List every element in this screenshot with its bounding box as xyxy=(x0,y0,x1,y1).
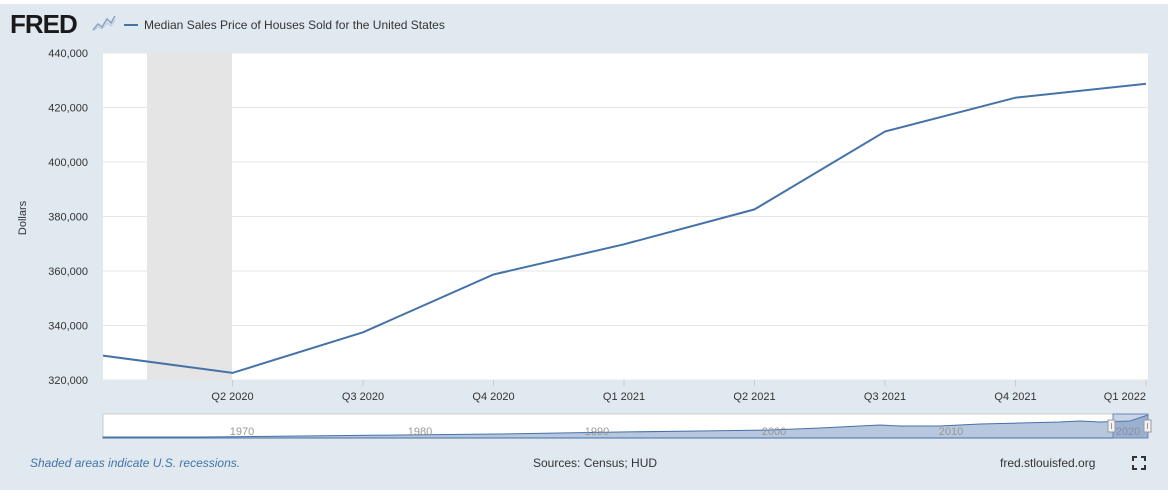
legend-swatch xyxy=(124,24,138,26)
navigator-label: 1980 xyxy=(408,426,432,438)
navigator-label: 1990 xyxy=(585,426,609,438)
x-tick-label: Q4 2021 xyxy=(994,391,1036,403)
navigator-label: 2010 xyxy=(939,426,963,438)
navigator[interactable]: 1970 1980 1990 2000 2010 2020 xyxy=(102,413,1152,439)
fullscreen-icon[interactable] xyxy=(1132,456,1146,470)
y-tick-label: 320,000 xyxy=(48,375,88,387)
navigator-labels: 1970 1980 1990 2000 2010 2020 xyxy=(230,426,1140,438)
sources: Sources: Census; HUD xyxy=(533,456,658,470)
x-tick-label: Q3 2021 xyxy=(864,391,906,403)
top-strip xyxy=(0,0,1168,4)
y-axis-label: Dollars xyxy=(17,200,29,235)
site-link[interactable]: fred.stlouisfed.org xyxy=(1000,456,1096,470)
x-tick-label: Q4 2020 xyxy=(472,391,514,403)
x-axis-ticks: Q2 2020 Q3 2020 Q4 2020 Q1 2021 Q2 2021 Q3 20… xyxy=(211,380,1147,403)
navigator-series xyxy=(102,414,1149,439)
recession-note: Shaded areas indicate U.S. recessions. xyxy=(30,456,241,470)
y-tick-label: 440,000 xyxy=(48,48,88,60)
navigator-label: 1970 xyxy=(230,426,254,438)
y-tick-label: 420,000 xyxy=(48,103,88,115)
y-tick-label: 400,000 xyxy=(48,157,88,169)
x-tick-label: Q2 2021 xyxy=(733,391,775,403)
navigator-label: 2000 xyxy=(762,426,786,438)
legend[interactable]: Median Sales Price of Houses Sold for th… xyxy=(124,16,445,34)
navigator-selection[interactable] xyxy=(1112,413,1149,439)
y-tick-label: 380,000 xyxy=(48,212,88,224)
x-tick-label: Q1 2022 xyxy=(1104,391,1146,403)
fred-chart-icon xyxy=(92,14,116,32)
y-tick-label: 360,000 xyxy=(48,266,88,278)
legend-label[interactable]: Median Sales Price of Houses Sold for th… xyxy=(144,18,445,32)
fred-logo[interactable]: FRED xyxy=(10,9,78,39)
grid xyxy=(103,52,1148,381)
x-tick-label: Q3 2020 xyxy=(342,391,384,403)
x-tick-label: Q2 2020 xyxy=(211,391,253,403)
series-line[interactable] xyxy=(102,82,1147,374)
y-axis-ticks: 320,000 340,000 360,000 380,000 400,000 420,0… xyxy=(48,48,88,387)
x-tick-label: Q1 2021 xyxy=(603,391,645,403)
navigator-label: 2020 xyxy=(1116,426,1140,438)
y-tick-label: 340,000 xyxy=(48,321,88,333)
